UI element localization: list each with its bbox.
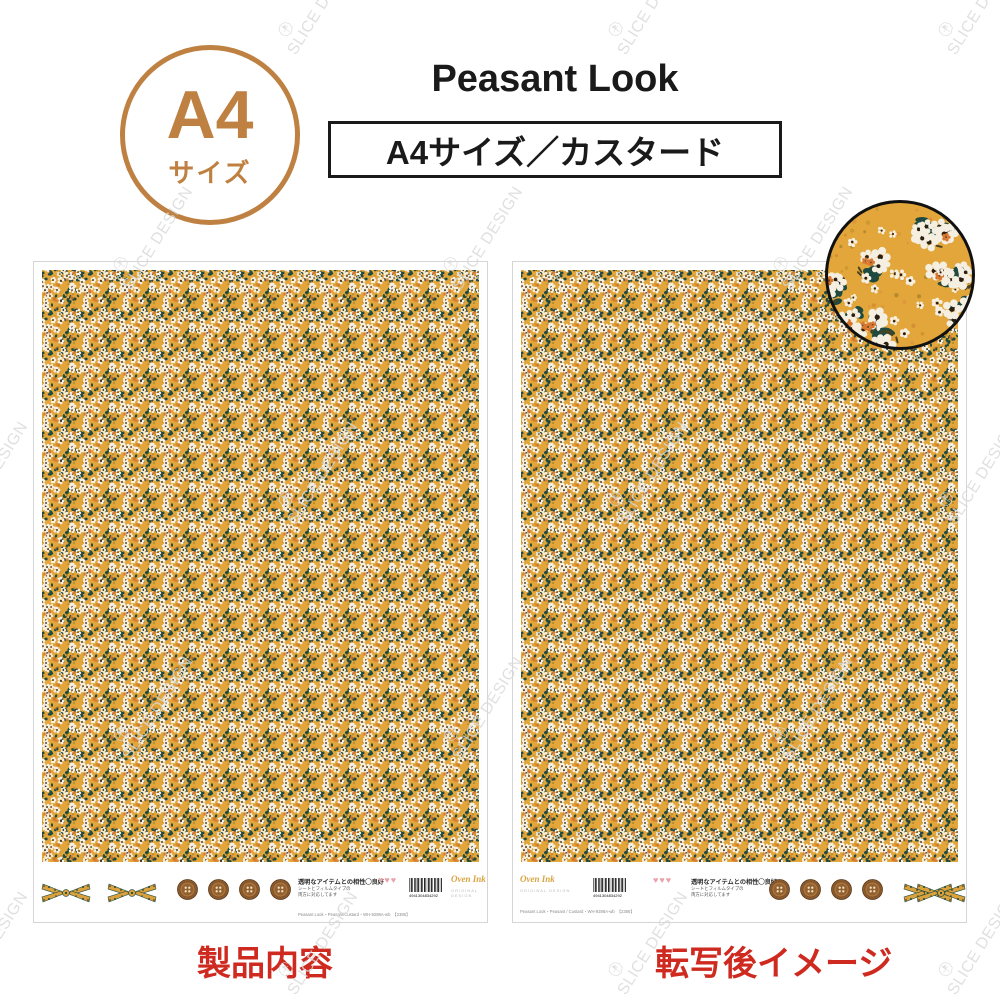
svg-text:4941304834292: 4941304834292 — [593, 893, 623, 898]
svg-text:4941304834292: 4941304834292 — [409, 893, 439, 898]
